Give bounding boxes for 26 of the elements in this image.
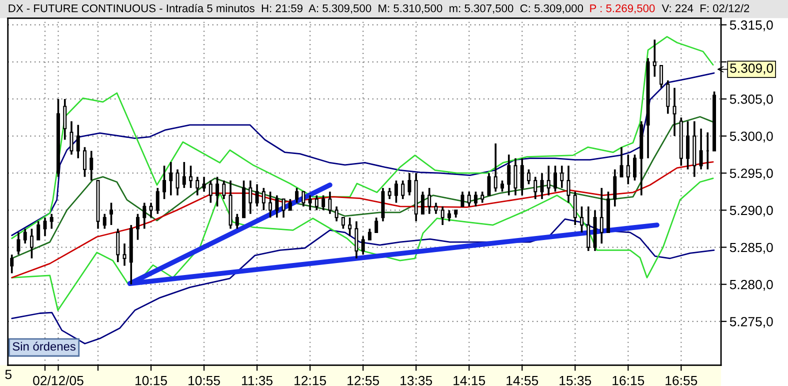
x-tick-label: 02/12/05	[33, 376, 84, 386]
x-tick-label: 15:35	[560, 376, 592, 386]
y-tick-label: 5.280,0	[730, 280, 773, 291]
y-tick-label: 5.305,0	[730, 94, 773, 106]
x-tick-label: 14:55	[506, 376, 538, 386]
y-tick-label: 5.300,0	[730, 132, 773, 143]
x-tick-label: 14:15	[454, 376, 486, 386]
x-tick-label: 12:55	[348, 376, 380, 386]
annotation: 5.309,0	[730, 64, 774, 74]
x-tick-label: 16:15	[612, 376, 644, 386]
x-tick-label: 10:55	[188, 376, 220, 386]
x-tick-label: 16:55	[666, 376, 698, 386]
x-tick-label: 13:35	[400, 376, 432, 386]
y-tick-label: 5.285,0	[730, 242, 773, 254]
chart-title: DX - FUTURE CONTINUOUS - Intradía 5 minutos H: 21:59 A: 5.309,500 M: 5.310,500 m: 5.307,500 C: 5.309,000	[8, 4, 584, 14]
x-tick-label: 10:15	[136, 376, 167, 386]
annotation: Sin órdenes	[12, 342, 76, 351]
y-tick-label: 5.315,0	[730, 20, 773, 32]
x-tick-label: 11:35	[242, 376, 273, 386]
text: 5	[5, 370, 12, 380]
y-tick-label: 5.275,0	[730, 316, 773, 328]
text: V: 224 F: 02/12/2	[662, 4, 750, 12]
x-tick-label: 12:15	[294, 376, 326, 386]
text: P : 5.269,500	[590, 4, 655, 14]
y-tick-label: 5.295,0	[730, 168, 773, 180]
y-tick-label: 5.290,0	[730, 206, 773, 217]
